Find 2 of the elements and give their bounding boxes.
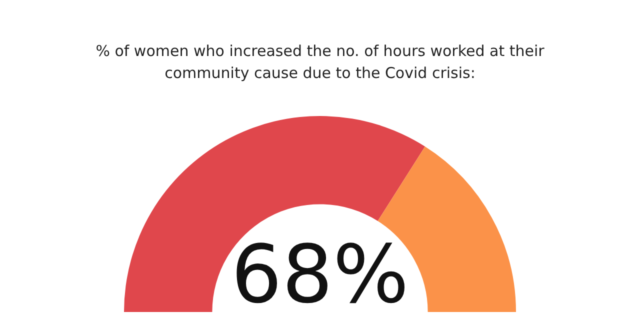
text: 68%	[231, 228, 409, 321]
chart-title: % of women who increased the no. of hours worked at their community cause due to the Covid crisis:	[94, 41, 546, 84]
